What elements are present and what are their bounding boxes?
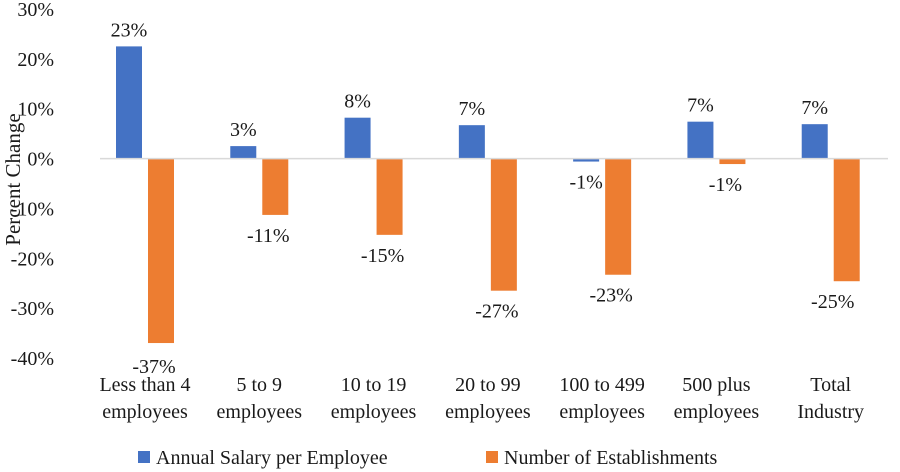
establishments-data-label: -11% (247, 225, 290, 247)
legend-label: Number of Establishments (504, 447, 718, 469)
x-category-label: Industry (797, 401, 864, 423)
salary-data-label: 7% (459, 98, 486, 120)
salary-data-label: -1% (569, 172, 602, 194)
x-category-label: employees (102, 401, 188, 423)
salary-bar (801, 124, 828, 159)
x-category-label: 100 to 499 (559, 374, 645, 396)
y-tick-label: 20% (17, 49, 54, 71)
legend-label: Annual Salary per Employee (156, 447, 388, 469)
establishments-data-label: -27% (475, 301, 518, 323)
y-axis-ticks: 30% 20% 10% 0% -10% -20% -30% -40% (11, 0, 54, 370)
establishments-bar (719, 158, 746, 165)
establishments-bar (605, 158, 632, 275)
salary-bar (458, 125, 485, 159)
salary-bar (573, 158, 600, 162)
salary-bar (687, 121, 714, 159)
y-axis-title: Percent Change (1, 113, 25, 245)
x-category-label: Less than 4 (99, 374, 190, 396)
category-labels: Less than 4 employees 5 to 9 employees 10 to… (99, 374, 864, 423)
x-category-label: employees (674, 401, 760, 423)
establishments-data-label: -25% (811, 291, 854, 313)
establishments-data-label: -23% (589, 285, 632, 307)
salary-data-label: 8% (344, 91, 371, 113)
establishments-data-label: -15% (361, 245, 404, 267)
x-category-label: 10 to 19 (341, 374, 407, 396)
establishments-bar (148, 158, 174, 344)
x-category-label: employees (559, 401, 645, 423)
salary-bar (116, 46, 142, 159)
salary-data-label: 23% (111, 19, 148, 41)
y-tick-label: 10% (17, 99, 54, 121)
y-tick-label: -40% (11, 348, 54, 370)
x-category-label: employees (445, 401, 531, 423)
legend-swatch (486, 451, 498, 463)
y-tick-label: -20% (11, 248, 54, 270)
salary-data-label: 7% (801, 97, 828, 119)
x-category-label: employees (217, 401, 303, 423)
establishments-data-label: -37% (132, 356, 175, 378)
legend-swatch (138, 451, 150, 463)
establishments-bar (833, 158, 860, 282)
data-labels: 23% 3% 8% 7% -1% 7% 7% -37% -11% -15% -27% -23% -1% -… (111, 19, 855, 378)
bars (116, 46, 860, 344)
legend: Annual Salary per Employee Number of Esta… (138, 447, 718, 469)
salary-bar (344, 117, 371, 159)
salary-data-label: 3% (230, 119, 257, 141)
y-tick-label: -30% (11, 298, 54, 320)
x-category-label: employees (331, 401, 417, 423)
establishments-bar (262, 158, 289, 215)
establishments-bar (490, 158, 517, 291)
establishments-data-label: -1% (709, 174, 742, 196)
salary-bar (230, 146, 257, 159)
x-category-label: 20 to 99 (455, 374, 521, 396)
establishments-bar (376, 158, 403, 235)
x-category-label: 5 to 9 (237, 374, 283, 396)
y-tick-label: 30% (17, 0, 54, 21)
x-category-label: Total (810, 374, 851, 396)
y-tick-label: -10% (11, 198, 54, 220)
x-category-label: 500 plus (682, 374, 751, 396)
y-tick-label: 0% (27, 149, 54, 171)
salary-data-label: 7% (687, 95, 714, 117)
